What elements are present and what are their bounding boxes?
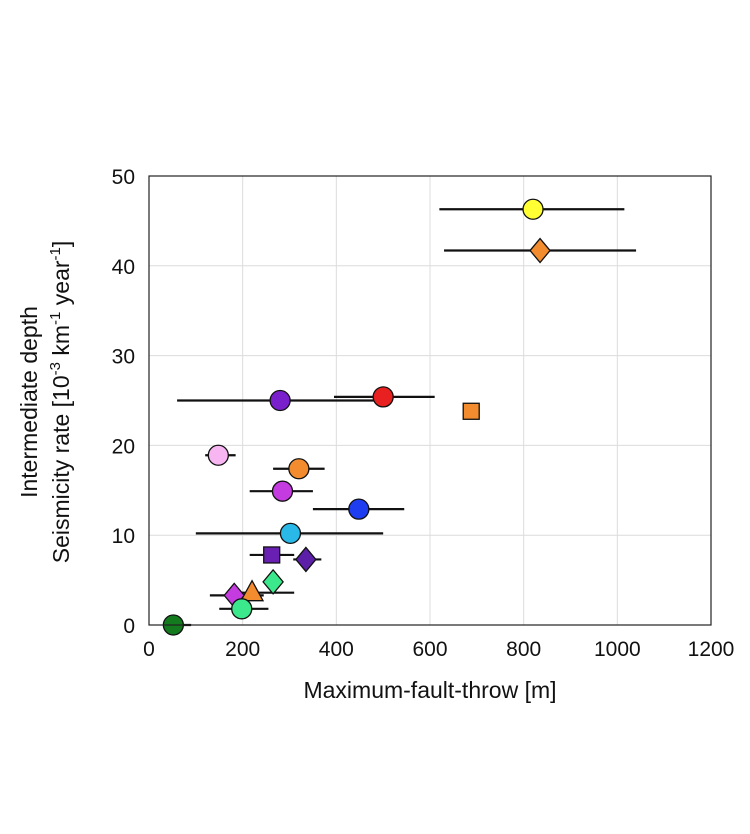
x-tick-label: 0 [143,638,155,661]
point-square [263,546,281,564]
y-tick-label: 0 [123,615,135,638]
point-circle [231,598,253,620]
x-tick-labels: 0 200 400 600 800 1000 1200 [143,638,734,661]
point-circle [279,522,302,545]
point-triangle [239,579,265,602]
y-tick-label: 40 [112,256,135,279]
point-diamond [295,546,317,573]
point-circle [372,386,394,408]
point-diamond [262,568,284,595]
point-circle [269,389,291,412]
error-bars [167,208,637,627]
x-tick-label: 600 [412,638,447,661]
point-circle [522,198,544,220]
point-square [462,402,480,420]
x-tick-label: 1200 [688,638,735,661]
y-tick-label: 30 [112,346,135,369]
y-tick-labels: 0 10 20 30 40 50 [112,166,135,638]
y-axis-title-line1: Intermediate depth [16,306,42,498]
x-tick-label: 400 [319,638,354,661]
point-circle [288,458,310,480]
x-tick-label: 1000 [594,638,641,661]
x-tick-label: 200 [225,638,260,661]
point-circle [207,444,229,466]
point-circle [348,498,370,520]
x-tick-label: 800 [506,638,541,661]
plot-frame [148,175,712,626]
point-circle [271,480,294,502]
y-tick-label: 20 [112,435,135,458]
y-tick-label: 10 [112,525,135,548]
data-markers [162,198,551,636]
x-axis-title: Maximum-fault-throw [m] [303,677,556,703]
y-tick-label: 50 [112,166,135,189]
point-diamond [529,237,551,264]
y-axis-title-line2: Seismicity rate [10-3 km-1 year-1] [47,241,74,564]
